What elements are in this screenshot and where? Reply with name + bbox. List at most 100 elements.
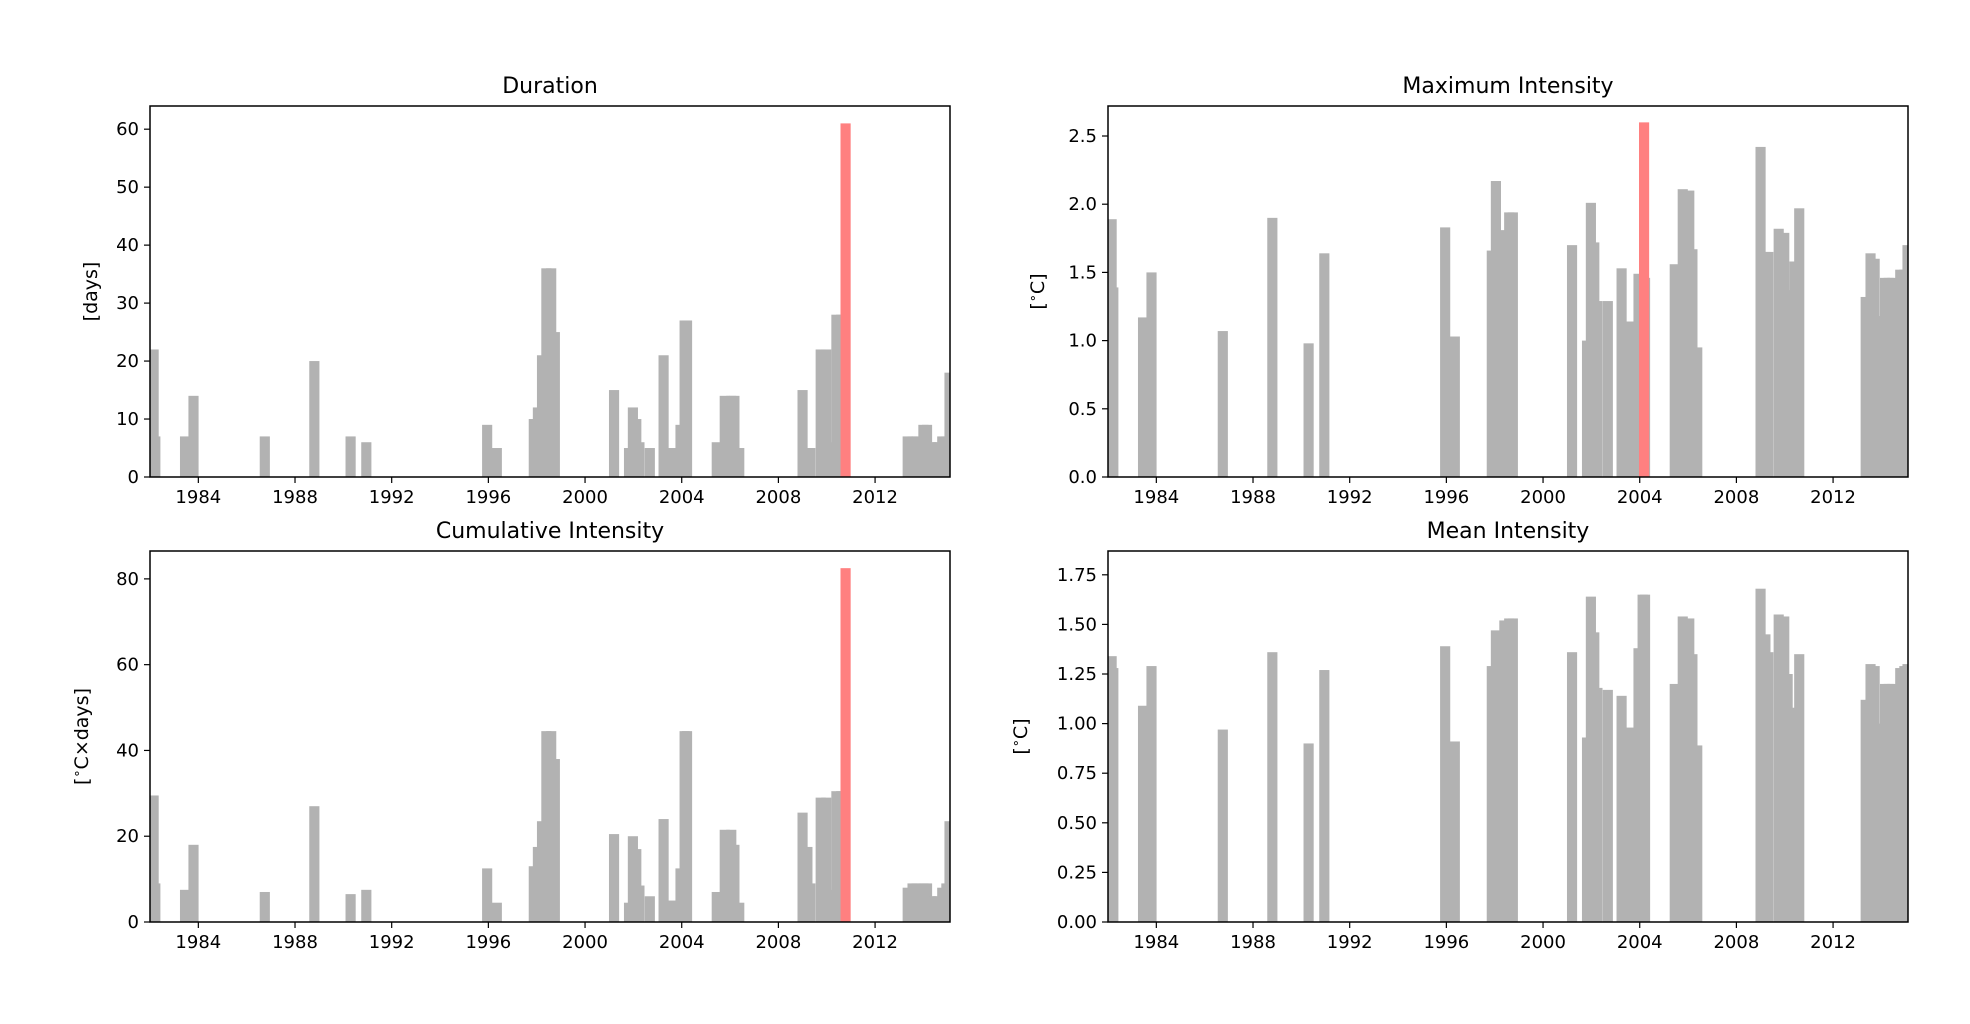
y-tick-label: 1.0 <box>1068 331 1097 352</box>
x-tick-label: 2000 <box>1520 932 1566 953</box>
bar <box>1773 614 1784 922</box>
bar <box>821 797 832 922</box>
y-tick-label: 1.75 <box>1057 565 1097 586</box>
bar <box>1440 227 1451 477</box>
y-tick-label: 0 <box>128 467 139 488</box>
bar <box>259 436 270 477</box>
bar <box>658 355 669 477</box>
y-axis-label: [∘C] <box>1009 718 1033 754</box>
bar <box>1763 251 1774 477</box>
bar <box>1763 652 1774 922</box>
bar <box>944 821 950 922</box>
x-tick-label: 2008 <box>755 932 801 953</box>
x-tick-label: 1984 <box>175 932 221 953</box>
bar <box>1616 268 1627 477</box>
bar <box>608 390 620 477</box>
bar <box>805 883 816 922</box>
bar <box>361 442 372 477</box>
y-tick-label: 10 <box>116 409 139 430</box>
bar-series <box>150 123 950 477</box>
bar <box>1887 683 1898 922</box>
y-tick-label: 0 <box>128 912 139 933</box>
bar <box>711 442 722 477</box>
bar <box>1449 336 1460 477</box>
bar <box>711 891 722 922</box>
chart-title: Cumulative Intensity <box>436 519 664 544</box>
bar <box>1639 594 1651 922</box>
y-tick-label: 0.5 <box>1068 399 1097 420</box>
bar <box>1692 347 1703 477</box>
bar <box>1566 652 1578 922</box>
bar <box>150 436 161 477</box>
bar <box>1592 687 1603 922</box>
bar <box>644 448 655 477</box>
plot-frame <box>149 550 951 923</box>
bar <box>1616 695 1627 922</box>
bar <box>1108 668 1119 922</box>
bar <box>644 896 655 922</box>
x-tick-label: 1988 <box>1230 487 1276 508</box>
x-tick-label: 2000 <box>562 487 608 508</box>
y-tick-label: 1.00 <box>1057 714 1097 735</box>
bar <box>549 332 560 477</box>
x-tick-label: 1988 <box>272 487 318 508</box>
x-tick-label: 1988 <box>272 932 318 953</box>
x-tick-label: 1996 <box>465 932 511 953</box>
bar <box>309 806 320 922</box>
bar <box>179 436 191 477</box>
y-tick-label: 2.0 <box>1068 194 1097 215</box>
bar <box>1319 670 1330 922</box>
bar <box>668 448 679 477</box>
y-tick-label: 0.0 <box>1068 467 1097 488</box>
plot-frame <box>1107 550 1909 923</box>
bar <box>1319 253 1330 477</box>
x-tick-label: 2012 <box>852 932 898 953</box>
bar <box>1626 321 1637 477</box>
x-tick-label: 1992 <box>1327 487 1373 508</box>
bar <box>608 834 620 922</box>
y-axis-label: [days] <box>80 262 102 322</box>
x-tick-label: 2000 <box>1520 487 1566 508</box>
bar <box>797 390 808 477</box>
bar <box>1669 264 1680 477</box>
panel-cumulative-intensity: Cumulative Intensity [∘C×days] 1984 1988 1… <box>70 519 951 953</box>
bar <box>1303 343 1314 477</box>
bar <box>188 844 199 922</box>
bar <box>150 349 159 477</box>
bar <box>1626 727 1637 922</box>
bar <box>824 889 835 922</box>
plot-frame <box>1107 105 1909 478</box>
bar <box>1108 287 1119 477</box>
x-tick-label: 1996 <box>1423 932 1469 953</box>
x-tick-label: 1996 <box>465 487 511 508</box>
bar <box>1677 616 1688 922</box>
bar <box>1267 652 1278 922</box>
bar <box>681 320 693 477</box>
bar <box>719 395 730 477</box>
bar <box>482 424 493 477</box>
chart-title: Duration <box>502 74 598 99</box>
bar <box>1794 208 1805 477</box>
chart-title: Maximum Intensity <box>1402 74 1613 99</box>
panel-duration: Duration [days] 1984 1988 1992 1996 2000 2004… <box>80 74 951 508</box>
bar <box>345 436 356 477</box>
bar <box>1602 689 1613 922</box>
bar <box>549 759 560 922</box>
x-tick-label: 2008 <box>1713 487 1759 508</box>
bar <box>179 889 191 922</box>
x-tick-label: 1992 <box>369 487 415 508</box>
y-tick-label: 1.50 <box>1057 614 1097 635</box>
bar <box>634 442 645 477</box>
bar <box>1902 245 1908 477</box>
y-tick-label: 30 <box>116 293 139 314</box>
bar <box>1137 317 1149 477</box>
bar <box>1217 729 1228 922</box>
bar <box>729 395 740 477</box>
bar <box>1146 666 1157 922</box>
x-tick-label: 1984 <box>1133 932 1179 953</box>
bar <box>805 448 816 477</box>
x-tick-label: 2008 <box>1713 932 1759 953</box>
bar <box>729 844 740 922</box>
bar <box>1137 705 1149 922</box>
bar <box>815 797 826 922</box>
